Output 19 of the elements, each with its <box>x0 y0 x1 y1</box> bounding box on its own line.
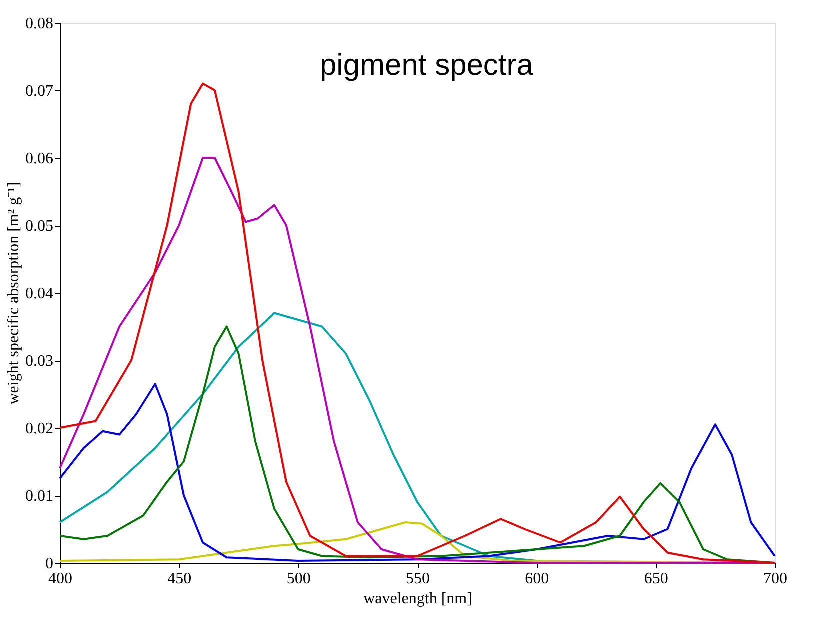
y-tick-label: 0.04 <box>26 286 54 302</box>
y-tick-label: 0.07 <box>26 83 54 100</box>
y-tick-label: 0.03 <box>26 353 54 370</box>
y-tick-label: 0.08 <box>26 16 54 32</box>
x-tick-label: 650 <box>644 570 668 588</box>
y-tick-label: 0.06 <box>26 150 54 168</box>
x-tick-label: 500 <box>286 570 311 588</box>
y-tick-label: 0.02 <box>26 420 54 438</box>
y-tick-label: 0 <box>46 556 54 572</box>
x-tick-label: 550 <box>406 570 430 588</box>
x-tick-label: 700 <box>764 570 788 588</box>
y-tick-label: 0.05 <box>26 218 54 235</box>
x-tick-label: 450 <box>168 570 192 588</box>
x-axis-title: wavelength [nm] <box>364 590 472 608</box>
x-tick-label: 600 <box>525 570 550 588</box>
annotation: pigment spectra <box>320 49 534 82</box>
y-axis-title: weight specific absorption [m² g⁻¹] <box>6 182 22 405</box>
x-tick-label: 400 <box>48 570 72 588</box>
y-tick-label: 0.01 <box>26 488 54 505</box>
